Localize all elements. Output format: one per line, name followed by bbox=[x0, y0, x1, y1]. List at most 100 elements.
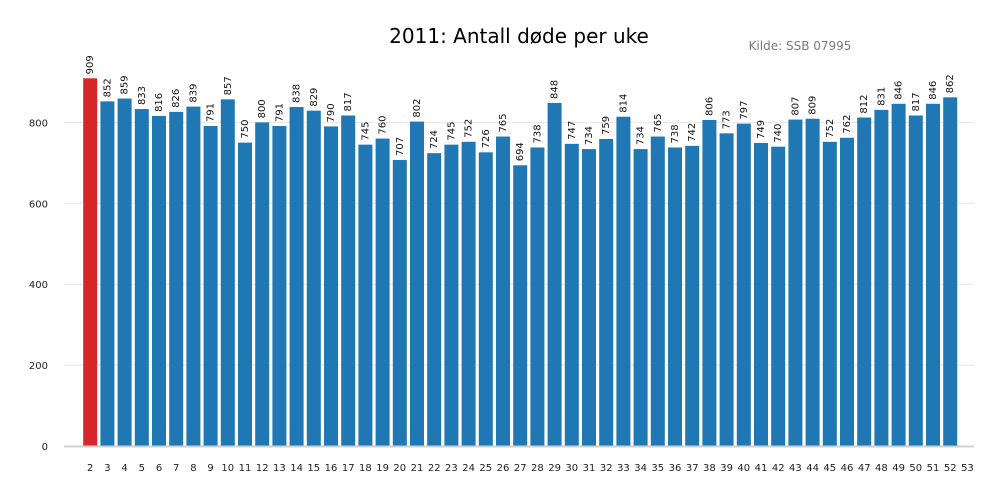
x-tick-label: 20 bbox=[393, 463, 406, 474]
bar-week-13 bbox=[272, 126, 287, 446]
bar-week-17 bbox=[341, 115, 356, 447]
bar-week-41 bbox=[754, 143, 768, 446]
x-tick-label: 24 bbox=[462, 463, 475, 474]
data-label: 745 bbox=[446, 122, 457, 141]
x-tick-label: 47 bbox=[858, 463, 871, 474]
data-label: 750 bbox=[240, 120, 251, 139]
y-axis-ticks: 0 200 400 600 800 bbox=[29, 118, 48, 453]
data-label: 846 bbox=[894, 81, 905, 100]
bar-week-31 bbox=[582, 149, 596, 446]
x-tick-label: 45 bbox=[823, 463, 836, 474]
data-label: 809 bbox=[808, 96, 819, 115]
data-label: 734 bbox=[584, 126, 595, 145]
y-tick-label: 800 bbox=[29, 118, 48, 129]
x-tick-label: 12 bbox=[256, 463, 269, 474]
x-tick-label: 15 bbox=[307, 463, 320, 474]
data-label: 726 bbox=[481, 129, 492, 148]
y-tick-label: 600 bbox=[29, 199, 48, 210]
x-tick-label: 40 bbox=[737, 463, 750, 474]
data-label: 812 bbox=[859, 94, 870, 113]
x-tick-label: 16 bbox=[325, 463, 338, 474]
bar-week-35 bbox=[650, 136, 665, 446]
bar-week-6 bbox=[152, 115, 166, 447]
data-label: 765 bbox=[498, 113, 509, 132]
bar-week-24 bbox=[461, 141, 476, 446]
x-axis-ticks: 2 3 4 5 6 7 8 9 10 11 12 13 14 15 16 17 18 19 20 21 22 23 24 25… bbox=[87, 463, 974, 474]
data-label: 807 bbox=[790, 96, 801, 115]
bar-week-37 bbox=[685, 145, 700, 447]
data-label: 738 bbox=[670, 124, 681, 143]
data-label: 762 bbox=[842, 115, 853, 134]
data-label: 846 bbox=[928, 81, 939, 100]
x-tick-label: 30 bbox=[565, 463, 578, 474]
x-tick-label: 34 bbox=[634, 463, 647, 474]
bar-week-29 bbox=[547, 102, 562, 446]
bar-week-30 bbox=[564, 143, 579, 446]
data-label: 831 bbox=[876, 87, 887, 106]
bar-week-19 bbox=[375, 138, 390, 446]
x-tick-label: 13 bbox=[273, 463, 286, 474]
bar-week-39 bbox=[719, 133, 734, 446]
bar-week-27 bbox=[513, 165, 528, 446]
y-tick-label: 400 bbox=[29, 280, 48, 291]
x-tick-label: 19 bbox=[376, 463, 389, 474]
bar-week-43 bbox=[788, 119, 803, 446]
x-tick-label: 29 bbox=[548, 463, 561, 474]
x-tick-label: 32 bbox=[600, 463, 613, 474]
data-label: 724 bbox=[429, 130, 440, 149]
bar-week-5 bbox=[134, 109, 149, 447]
bar-week-47 bbox=[857, 117, 872, 447]
x-tick-label: 3 bbox=[104, 463, 110, 474]
x-tick-label: 51 bbox=[927, 463, 940, 474]
bar-week-2 bbox=[83, 78, 98, 446]
source-note: Kilde: SSB 07995 bbox=[749, 39, 852, 53]
x-tick-label: 4 bbox=[121, 463, 127, 474]
data-label: 797 bbox=[739, 101, 750, 120]
y-tick-label: 200 bbox=[29, 361, 48, 372]
x-tick-label: 8 bbox=[190, 463, 196, 474]
x-tick-label: 48 bbox=[875, 463, 888, 474]
x-tick-label: 27 bbox=[514, 463, 527, 474]
x-tick-label: 44 bbox=[806, 463, 819, 474]
data-label: 707 bbox=[395, 137, 406, 156]
bar-week-50 bbox=[908, 115, 923, 447]
x-tick-label: 14 bbox=[290, 463, 303, 474]
data-label: 760 bbox=[378, 115, 389, 134]
x-tick-label: 36 bbox=[669, 463, 682, 474]
x-tick-label: 42 bbox=[772, 463, 785, 474]
data-label: 829 bbox=[309, 88, 320, 107]
data-label: 747 bbox=[567, 121, 578, 140]
data-label: 857 bbox=[223, 76, 234, 95]
bar-week-14 bbox=[289, 107, 304, 446]
data-label: 909 bbox=[85, 55, 96, 74]
data-label: 839 bbox=[188, 84, 199, 103]
data-label: 802 bbox=[412, 98, 423, 117]
x-tick-label: 41 bbox=[755, 463, 768, 474]
x-tick-label: 50 bbox=[909, 463, 922, 474]
bar-week-22 bbox=[427, 153, 442, 446]
x-tick-label: 9 bbox=[207, 463, 213, 474]
data-label: 816 bbox=[154, 93, 165, 112]
bar-week-45 bbox=[822, 141, 837, 446]
x-tick-label: 21 bbox=[411, 463, 424, 474]
data-label: 745 bbox=[360, 122, 371, 141]
bar-week-33 bbox=[616, 116, 631, 447]
data-label: 752 bbox=[464, 119, 475, 138]
bar-week-34 bbox=[633, 149, 648, 446]
bar-week-18 bbox=[358, 144, 373, 446]
x-tick-label: 5 bbox=[139, 463, 145, 474]
data-label: 752 bbox=[825, 119, 836, 138]
data-label: 773 bbox=[722, 110, 733, 129]
bar-week-25 bbox=[478, 152, 493, 446]
x-tick-label: 22 bbox=[428, 463, 441, 474]
bar-week-12 bbox=[255, 122, 270, 447]
bar-week-42 bbox=[771, 146, 786, 447]
x-tick-label: 17 bbox=[342, 463, 355, 474]
x-tick-label: 10 bbox=[221, 463, 234, 474]
bar-week-20 bbox=[392, 160, 407, 446]
x-tick-label: 37 bbox=[686, 463, 699, 474]
data-label: 862 bbox=[945, 74, 956, 93]
bar-week-21 bbox=[410, 121, 424, 446]
bar-week-4 bbox=[117, 98, 132, 446]
